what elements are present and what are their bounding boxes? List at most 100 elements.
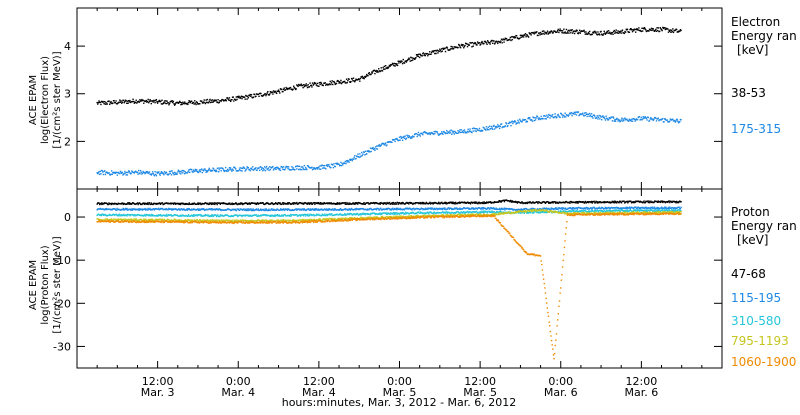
electron-series-0-point [480,43,482,46]
proton-series-0-point [293,203,295,205]
electron-series-1-point [361,151,363,154]
proton-series-0-point [649,201,651,204]
electron-series-1-point [503,125,506,128]
electron-series-1-point [662,117,664,120]
proton-series-1-point [124,208,126,211]
proton-series-2-point [281,214,283,216]
electron-series-1-point [617,120,619,122]
proton-series-1-point [667,206,670,209]
electron-series-1-point [353,156,355,159]
proton-series-0-point [182,202,184,204]
electron-series-0-point [316,82,319,85]
electron-series-0-point [602,33,605,35]
electron-series-0-point [416,55,418,57]
proton-series-1-point [669,206,671,208]
proton-series-2-point [373,212,376,215]
electron-series-1-point [160,171,163,173]
electron-series-1-point [350,158,353,161]
electron-series-0-point [139,99,141,101]
proton-series-0-point [582,201,585,203]
proton-series-2-point [489,211,492,214]
proton-series-1-point [656,206,658,209]
proton-series-3-point [147,219,149,222]
electron-series-1-point [268,169,270,172]
electron-series-0-point [618,30,621,33]
electron-series-1-point [364,150,367,152]
electron-series-1-point [675,120,677,122]
electron-series-1-point [274,166,277,169]
electron-series-0-point [152,101,154,103]
electron-series-0-point [489,43,491,45]
electron-series-0-point [505,37,508,40]
proton-series-0-point [680,200,682,203]
electron-series-1-point [281,166,284,169]
electron-series-1-point [623,119,625,122]
electron-series-1-point [429,132,431,134]
electron-series-1-point [277,167,280,170]
electron-series-0-point [430,53,432,56]
electron-series-1-point [404,135,406,137]
proton-series-2-point [308,214,310,217]
electron-series-0-point [418,53,420,55]
electron-series-1-point [200,169,202,171]
electron-series-1-point [230,169,233,171]
proton-series-1-point [421,207,424,210]
electron-series-1-point [537,117,539,119]
proton-series-1-point [377,208,380,210]
electron-series-0-point [442,47,444,50]
electron-series-0-point [417,55,420,58]
electron-series-0-point [156,101,158,103]
proton-series-3-point [201,220,203,222]
electron-series-1-point [316,168,319,170]
electron-series-1-point [250,167,253,169]
proton-series-1-point [667,207,669,210]
electron-series-0-point [610,33,612,35]
proton-series-0-point [322,203,325,205]
electron-series-1-point [247,166,250,169]
electron-series-0-point [524,33,527,35]
electron-series-0-point [315,82,317,85]
electron-series-1-point [177,169,180,172]
electron-series-1-point [169,172,171,175]
electron-series-1-point [635,119,637,121]
electron-series-1-point [139,173,141,175]
proton-series-0-point [411,202,413,204]
electron-series-0-point [388,66,390,68]
proton-series-3-point [116,218,119,220]
proton-series-0-point [247,203,249,206]
electron-series-1-point [486,129,489,131]
proton-series-1-point [172,209,174,211]
electron-series-1-point [229,167,232,169]
proton-series-2-point [572,209,575,212]
proton-series-1-point [504,209,506,211]
electron-series-0-point [449,49,451,51]
electron-series-1-point [295,165,297,167]
electron-series-1-point [372,148,375,151]
proton-series-1-point [593,206,595,209]
proton-series-2-point [150,213,152,216]
electron-series-0-point [376,70,379,72]
proton-series-3-point [135,219,137,222]
electron-series-1-point [303,164,306,167]
electron-series-1-point [444,131,446,134]
proton-series-1-point [115,209,118,211]
electron-series-1-point [446,132,449,135]
electron-series-1-point [517,119,519,122]
proton-series-0-point [255,203,258,206]
electron-series-1-point [272,165,274,168]
proton-series-2-point [442,211,444,213]
proton-series-1-point [393,208,395,211]
proton-series-0-point [407,202,409,204]
proton-series-3-point [235,219,237,221]
electron-series-1-point [446,129,448,132]
proton-series-0-point [575,200,577,203]
proton-series-1-point [544,208,547,210]
proton-series-0-point [306,203,309,205]
proton-series-0-point [624,201,627,204]
proton-series-3-point [163,219,165,222]
proton-series-2-point [432,212,434,215]
electron-series-1-point [178,170,180,172]
electron-series-1-point [342,164,344,166]
electron-series-1-point [217,167,219,169]
electron-series-1-point [593,114,595,116]
